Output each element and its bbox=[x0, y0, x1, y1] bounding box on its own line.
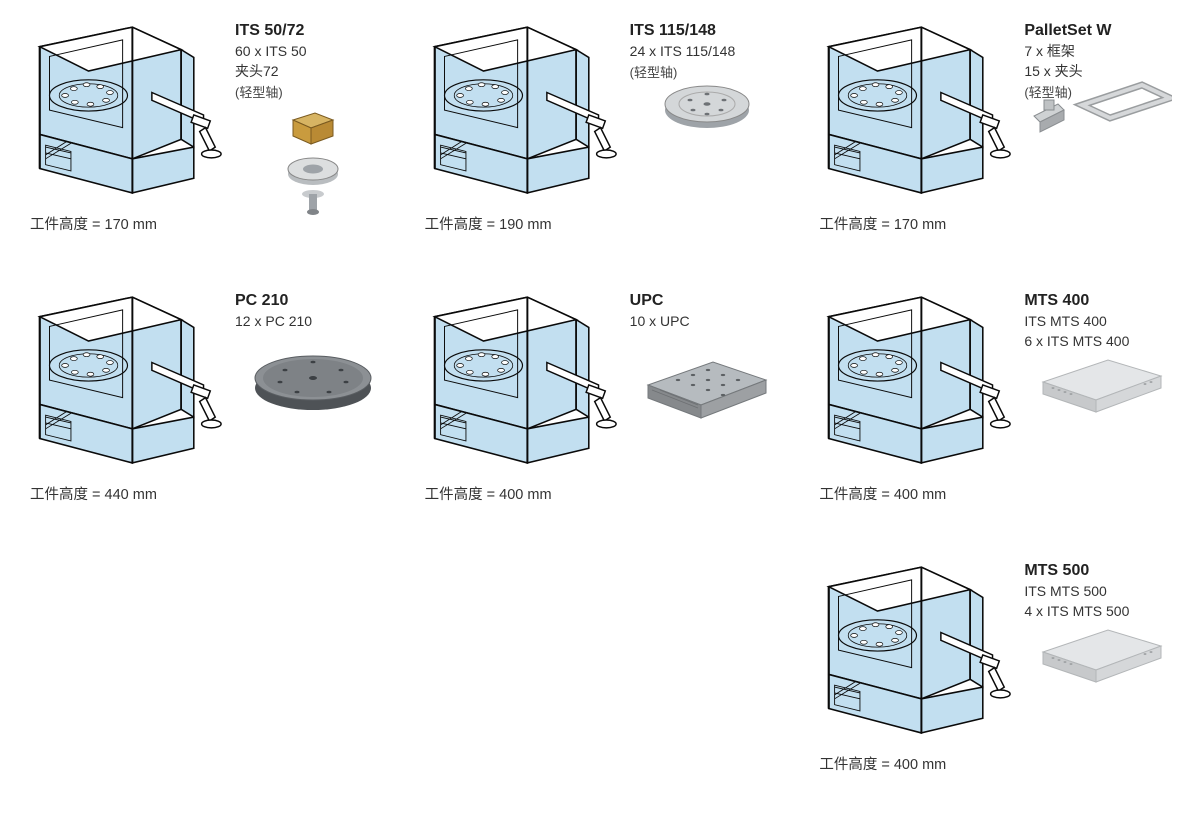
product-subline: 24 x ITS 115/148 bbox=[630, 42, 736, 60]
frame-icon bbox=[1032, 80, 1172, 140]
round_disk-icon bbox=[659, 80, 755, 130]
product-subline: 15 x 夹头 bbox=[1024, 62, 1111, 80]
height-label: 工件高度 = 400 mm bbox=[819, 483, 1164, 504]
machine-icon bbox=[30, 290, 225, 475]
product-cell-mts500: MTS 500 ITS MTS 500 4 x ITS MTS 500 工件高度 … bbox=[819, 560, 1164, 800]
height-label: 工件高度 = 400 mm bbox=[819, 753, 1164, 774]
machine-icon bbox=[30, 20, 225, 205]
product-note: (轻型轴) bbox=[630, 62, 736, 81]
product-cell-palletset: PalletSet W 7 x 框架15 x 夹头 (轻型轴) 工件高度 = 1… bbox=[819, 20, 1164, 260]
product-cell-upc: UPC 10 x UPC 工件高度 = 400 mm bbox=[425, 290, 770, 530]
product-note: (轻型轴) bbox=[235, 82, 307, 101]
dark_disk-icon bbox=[251, 350, 375, 410]
product-subline: 4 x ITS MTS 500 bbox=[1024, 602, 1129, 620]
height-label: 工件高度 = 400 mm bbox=[425, 483, 770, 504]
square_flat-icon bbox=[1033, 350, 1171, 415]
product-subline: 6 x ITS MTS 400 bbox=[1024, 332, 1129, 350]
product-subline: ITS MTS 400 bbox=[1024, 312, 1129, 330]
machine-icon bbox=[819, 20, 1014, 205]
square_flat-icon bbox=[1033, 620, 1171, 685]
height-label: 工件高度 = 440 mm bbox=[30, 483, 375, 504]
product-subline: 10 x UPC bbox=[630, 312, 690, 330]
product-cell-its50: ITS 50/72 60 x ITS 50夹头72 (轻型轴) 工件高度 = 1… bbox=[30, 20, 375, 260]
product-cell-mts400: MTS 400 ITS MTS 400 6 x ITS MTS 400 工件高度 … bbox=[819, 290, 1164, 530]
product-cell-its115: ITS 115/148 24 x ITS 115/148 (轻型轴) 工件高度 … bbox=[425, 20, 770, 260]
product-title: MTS 400 bbox=[1024, 292, 1129, 310]
height-label: 工件高度 = 190 mm bbox=[425, 213, 770, 234]
height-label: 工件高度 = 170 mm bbox=[819, 213, 1164, 234]
square_ridged-icon bbox=[638, 350, 776, 420]
product-subline: 12 x PC 210 bbox=[235, 312, 312, 330]
machine-icon bbox=[425, 290, 620, 475]
machine-icon bbox=[819, 560, 1014, 745]
product-subline: 60 x ITS 50 bbox=[235, 42, 307, 60]
product-title: MTS 500 bbox=[1024, 562, 1129, 580]
machine-icon bbox=[425, 20, 620, 205]
product-subline: 夹头72 bbox=[235, 62, 307, 80]
product-cell-pc210: PC 210 12 x PC 210 工件高度 = 440 mm bbox=[30, 290, 375, 530]
product-title: PC 210 bbox=[235, 292, 312, 310]
product-title: PalletSet W bbox=[1024, 22, 1111, 40]
product-title: UPC bbox=[630, 292, 690, 310]
chuck_stack-icon bbox=[263, 110, 363, 220]
product-title: ITS 50/72 bbox=[235, 22, 307, 40]
machine-icon bbox=[819, 290, 1014, 475]
product-subline: ITS MTS 500 bbox=[1024, 582, 1129, 600]
product-title: ITS 115/148 bbox=[630, 22, 736, 40]
product-subline: 7 x 框架 bbox=[1024, 42, 1111, 60]
